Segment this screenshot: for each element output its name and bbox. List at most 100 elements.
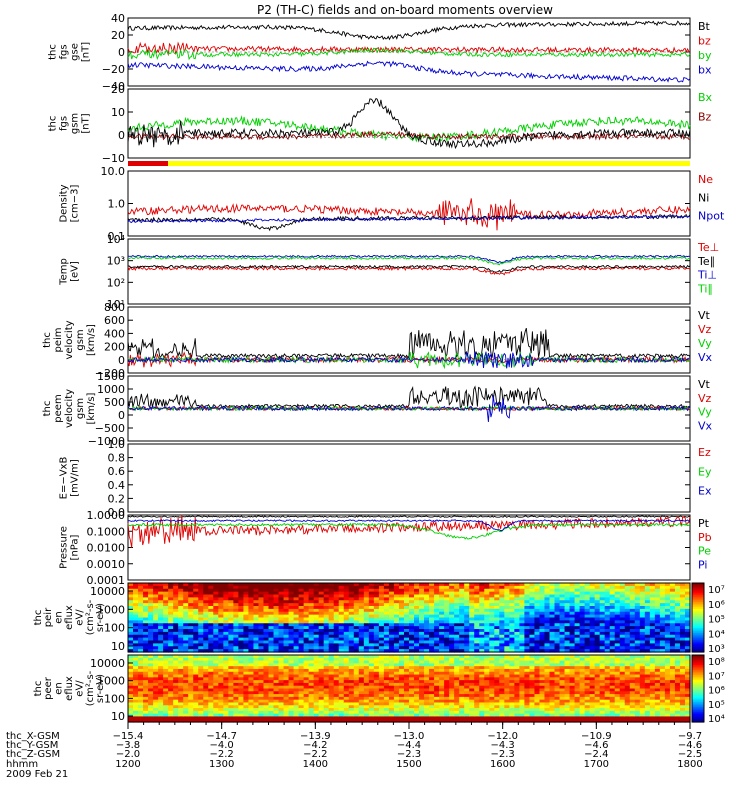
- spectro-cell: [398, 696, 405, 701]
- spectro-cell: [143, 588, 149, 593]
- spectro-cell: [393, 657, 400, 662]
- spectro-cell: [544, 614, 551, 619]
- spectro-cell: [333, 626, 340, 630]
- spectro-cell: [519, 710, 526, 715]
- spectro-cell: [464, 696, 470, 701]
- spectro-cell: [308, 643, 315, 647]
- spectro-cell: [514, 716, 520, 720]
- spectro-cell: [228, 629, 234, 633]
- spectro-cell: [213, 583, 219, 587]
- spectro-cell: [464, 620, 470, 624]
- spectro-cell: [479, 682, 485, 687]
- spectro-cell: [178, 657, 184, 662]
- spectro-cell: [353, 680, 360, 684]
- spectro-cell: [168, 614, 174, 619]
- spectro-cell: [253, 685, 260, 690]
- spectro-cell: [298, 716, 305, 720]
- y-axis-label: [nPa]: [70, 534, 81, 560]
- spectro-cell: [248, 603, 255, 607]
- spectro-cell: [414, 660, 420, 664]
- spectro-cell: [564, 643, 571, 647]
- spectro-cell: [193, 666, 199, 670]
- spectro-cell: [494, 716, 500, 720]
- legend-label: Vx: [698, 419, 713, 432]
- spectro-cell: [253, 594, 260, 598]
- spectro-cell: [609, 634, 616, 639]
- spectro-cell: [659, 646, 666, 650]
- spectro-cell: [128, 713, 134, 718]
- spectro-cell: [589, 626, 596, 630]
- spectro-cell: [494, 614, 500, 619]
- spectro-cell: [489, 677, 495, 681]
- spectro-cell: [298, 655, 305, 659]
- spectro-cell: [333, 637, 340, 642]
- spectro-cell: [509, 629, 515, 633]
- spectro-cell: [449, 588, 455, 593]
- y-tick-label: −10: [102, 152, 125, 165]
- spectro-cell: [303, 708, 310, 712]
- spectro-cell: [323, 657, 330, 662]
- spectro-cell: [333, 685, 340, 690]
- spectro-cell: [419, 674, 425, 678]
- spectro-cell: [243, 671, 250, 676]
- spectro-cell: [353, 688, 360, 692]
- y-tick-label: 0.0001: [87, 574, 126, 587]
- spectro-cell: [459, 688, 465, 692]
- spectro-cell: [544, 663, 551, 667]
- spectro-cell: [348, 626, 355, 630]
- spectro-cell: [373, 614, 380, 619]
- spectro-cell: [373, 583, 380, 587]
- spectro-cell: [363, 682, 370, 687]
- spectro-cell: [534, 694, 541, 698]
- spectro-cell: [143, 699, 149, 704]
- spectro-cell: [484, 694, 490, 698]
- spectro-cell: [263, 643, 270, 647]
- spectro-cell: [188, 660, 194, 664]
- spectro-cell: [434, 603, 440, 607]
- spectro-cell: [388, 629, 395, 633]
- spectro-cell: [509, 694, 515, 698]
- spectro-cell: [298, 603, 305, 607]
- spectro-cell: [439, 603, 445, 607]
- spectro-cell: [323, 620, 330, 624]
- spectro-cell: [439, 666, 445, 670]
- spectro-cell: [258, 694, 265, 698]
- spectro-cell: [654, 614, 661, 619]
- spectro-cell: [203, 680, 209, 684]
- spectro-cell: [494, 696, 500, 701]
- spectro-cell: [223, 614, 229, 619]
- spectro-cell: [494, 680, 500, 684]
- spectro-cell: [479, 677, 485, 681]
- spectro-cell: [609, 600, 616, 604]
- spectro-cell: [639, 626, 646, 630]
- spectro-cell: [328, 713, 335, 718]
- spectro-cell: [263, 694, 270, 698]
- spectro-cell: [529, 649, 536, 653]
- spectro-cell: [459, 668, 465, 673]
- y-tick-label: 0: [118, 409, 125, 422]
- spectro-cell: [564, 634, 571, 639]
- spectro-cell: [424, 710, 430, 715]
- spectro-cell: [634, 588, 641, 593]
- spectro-cell: [193, 634, 199, 639]
- spectro-cell: [419, 655, 425, 659]
- spectro-cell: [223, 637, 229, 642]
- spectro-cell: [489, 688, 495, 692]
- spectro-cell: [414, 694, 420, 698]
- spectro-cell: [424, 626, 430, 630]
- spectro-cell: [674, 591, 681, 596]
- spectro-cell: [489, 649, 495, 653]
- spectro-cell: [383, 597, 390, 601]
- spectro-cell: [258, 611, 265, 616]
- spectro-cell: [133, 674, 139, 678]
- spectro-cell: [148, 702, 154, 706]
- spectro-cell: [263, 668, 270, 673]
- spectro-cell: [278, 671, 285, 676]
- spectro-cell: [378, 620, 385, 624]
- spectro-cell: [293, 708, 300, 712]
- spectro-cell: [133, 685, 139, 690]
- spectro-cell: [228, 682, 234, 687]
- spectro-cell: [133, 617, 139, 621]
- spectro-cell: [509, 655, 515, 659]
- spectro-cell: [393, 634, 400, 639]
